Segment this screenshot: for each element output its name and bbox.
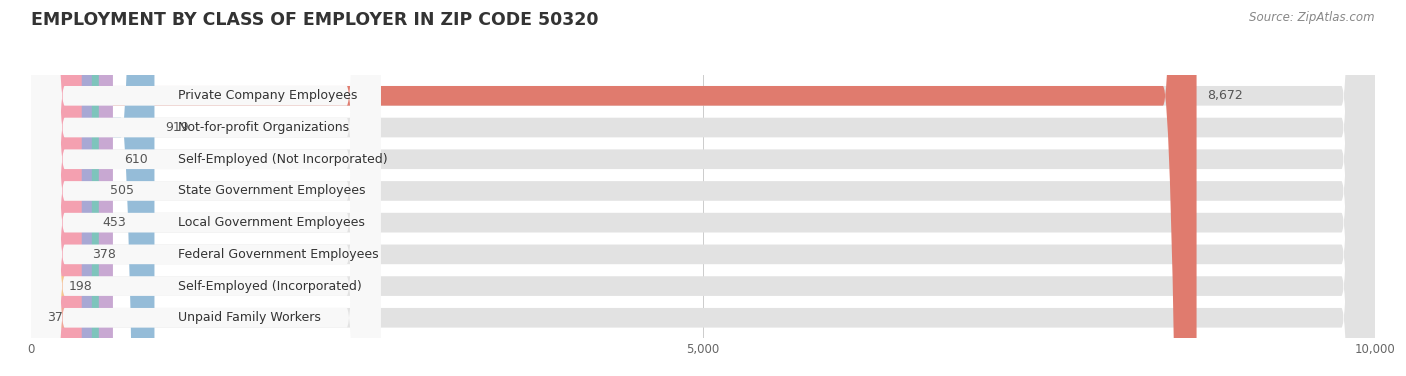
FancyBboxPatch shape (31, 0, 381, 376)
Text: 505: 505 (110, 185, 134, 197)
FancyBboxPatch shape (31, 0, 1375, 376)
Text: State Government Employees: State Government Employees (177, 185, 366, 197)
Text: 378: 378 (93, 248, 117, 261)
FancyBboxPatch shape (24, 0, 65, 376)
FancyBboxPatch shape (31, 0, 381, 376)
Text: 198: 198 (69, 280, 91, 293)
FancyBboxPatch shape (31, 0, 1375, 376)
FancyBboxPatch shape (31, 0, 1375, 376)
Text: 453: 453 (103, 216, 127, 229)
Text: Self-Employed (Incorporated): Self-Employed (Incorporated) (177, 280, 361, 293)
FancyBboxPatch shape (31, 0, 112, 376)
Text: Not-for-profit Organizations: Not-for-profit Organizations (177, 121, 349, 134)
Text: 919: 919 (166, 121, 188, 134)
Text: Unpaid Family Workers: Unpaid Family Workers (177, 311, 321, 324)
FancyBboxPatch shape (31, 0, 82, 376)
FancyBboxPatch shape (31, 0, 381, 376)
FancyBboxPatch shape (31, 0, 155, 376)
Text: Local Government Employees: Local Government Employees (177, 216, 364, 229)
Text: 610: 610 (124, 153, 148, 166)
Text: Federal Government Employees: Federal Government Employees (177, 248, 378, 261)
FancyBboxPatch shape (31, 0, 1375, 376)
Text: Private Company Employees: Private Company Employees (177, 89, 357, 102)
Text: 37: 37 (46, 311, 62, 324)
Text: Source: ZipAtlas.com: Source: ZipAtlas.com (1250, 11, 1375, 24)
FancyBboxPatch shape (31, 0, 1197, 376)
Text: 8,672: 8,672 (1208, 89, 1243, 102)
FancyBboxPatch shape (31, 0, 381, 376)
FancyBboxPatch shape (31, 0, 98, 376)
FancyBboxPatch shape (31, 0, 381, 376)
FancyBboxPatch shape (3, 0, 65, 376)
FancyBboxPatch shape (31, 0, 1375, 376)
Text: Self-Employed (Not Incorporated): Self-Employed (Not Incorporated) (177, 153, 387, 166)
FancyBboxPatch shape (31, 0, 1375, 376)
FancyBboxPatch shape (31, 0, 1375, 376)
Text: EMPLOYMENT BY CLASS OF EMPLOYER IN ZIP CODE 50320: EMPLOYMENT BY CLASS OF EMPLOYER IN ZIP C… (31, 11, 599, 29)
FancyBboxPatch shape (31, 0, 1375, 376)
FancyBboxPatch shape (31, 0, 381, 376)
FancyBboxPatch shape (31, 0, 381, 376)
FancyBboxPatch shape (31, 0, 91, 376)
FancyBboxPatch shape (31, 0, 381, 376)
